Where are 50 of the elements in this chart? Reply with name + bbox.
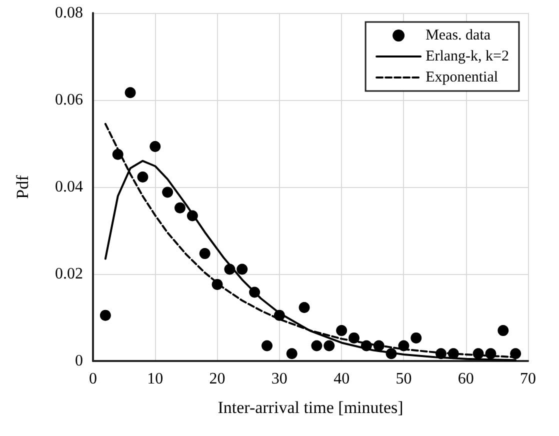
- x-tick-label: 30: [271, 370, 288, 388]
- point: [199, 248, 210, 260]
- point: [472, 348, 484, 360]
- point: [360, 340, 372, 352]
- x-tick-label: 40: [334, 370, 350, 388]
- y-tick-label: 0.04: [55, 178, 83, 196]
- legend-label: Exponential: [426, 70, 498, 86]
- legend-label: Erlang-k, k=2: [426, 48, 509, 64]
- point: [262, 340, 272, 352]
- point: [510, 348, 522, 360]
- point: [398, 340, 410, 352]
- x-axis-title: Inter-arrival time [minutes]: [218, 398, 404, 417]
- point: [298, 302, 310, 313]
- point: [249, 286, 260, 298]
- point: [286, 348, 298, 360]
- point: [236, 264, 248, 275]
- legend-label: Meas. data: [426, 28, 491, 44]
- x-tick-label: 50: [396, 370, 412, 388]
- point: [485, 348, 496, 360]
- point: [386, 348, 397, 360]
- point: [311, 340, 322, 352]
- point: [448, 348, 459, 360]
- point: [324, 340, 335, 352]
- point: [274, 310, 285, 321]
- point: [112, 148, 124, 160]
- y-axis-title: Pdf: [13, 174, 32, 199]
- point: [100, 310, 111, 321]
- y-tick-label: 0: [75, 352, 83, 370]
- y-tick-label: 0.08: [55, 4, 83, 22]
- point: [137, 172, 148, 182]
- point: [348, 332, 360, 344]
- point: [410, 332, 422, 344]
- y-tick-label: 0.06: [55, 92, 83, 108]
- point: [224, 264, 236, 275]
- x-tick-label: 20: [209, 370, 226, 388]
- y-tick-label: 0.02: [55, 266, 83, 282]
- point: [124, 87, 136, 98]
- point: [373, 340, 384, 352]
- point: [186, 210, 198, 222]
- point: [162, 186, 174, 198]
- point: [336, 325, 348, 336]
- point: [436, 348, 446, 360]
- point: [212, 278, 223, 290]
- point: [498, 325, 509, 336]
- x-tick-label: 60: [458, 370, 474, 388]
- x-tick-label: 0: [89, 370, 97, 388]
- x-tick-label: 70: [520, 370, 536, 388]
- point: [150, 141, 161, 152]
- point: [174, 202, 186, 214]
- x-tick-label: 10: [147, 370, 164, 388]
